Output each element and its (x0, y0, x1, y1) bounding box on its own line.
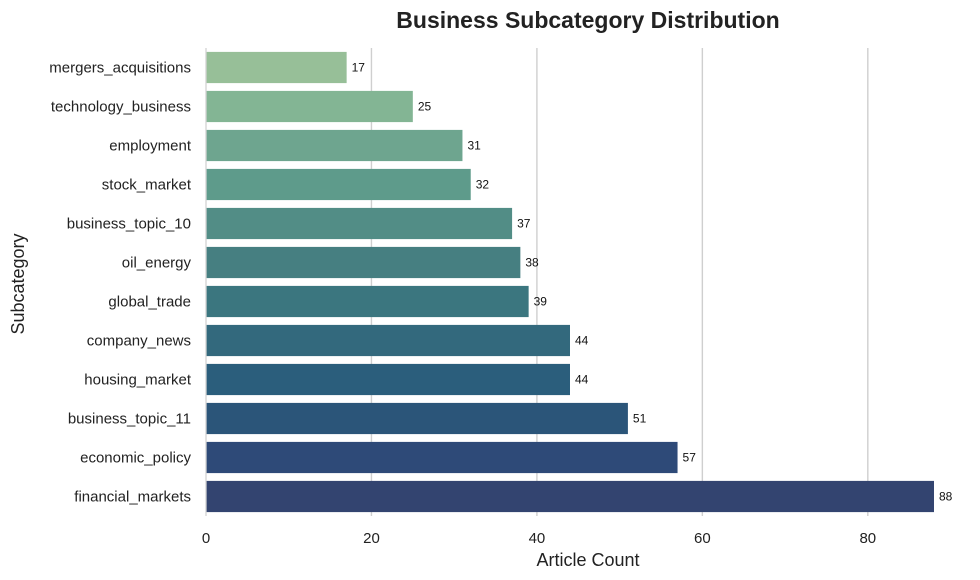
bar-value-label: 88 (939, 490, 953, 504)
x-tick-label: 0 (202, 530, 210, 547)
bar-mergers-acquisitions (206, 51, 347, 84)
bar-global-trade (206, 285, 529, 318)
category-label: economic_policy (80, 450, 191, 467)
bar-value-label: 25 (418, 100, 432, 114)
bar-value-label: 44 (575, 334, 589, 348)
chart-title: Business Subcategory Distribution (396, 7, 779, 33)
bar-technology-business (206, 90, 413, 123)
bar-housing-market (206, 363, 570, 396)
y-axis-label: Subcategory (8, 233, 28, 334)
category-label: mergers_acquisitions (49, 60, 191, 77)
category-label: financial_markets (74, 489, 191, 506)
bar-business-topic-10 (206, 207, 513, 240)
bar-oil-energy (206, 246, 521, 279)
category-label: global_trade (108, 294, 191, 311)
category-label: employment (109, 138, 192, 155)
category-label: housing_market (84, 372, 192, 389)
bar-economic-policy (206, 441, 678, 474)
bar-value-label: 17 (352, 61, 366, 75)
category-label: stock_market (102, 177, 192, 194)
bar-value-label: 39 (534, 295, 548, 309)
x-tick-label: 40 (529, 530, 546, 547)
bar-value-label: 44 (575, 373, 589, 387)
category-label: business_topic_11 (68, 411, 191, 428)
bar-value-label: 31 (467, 139, 481, 153)
bar-financial-markets (206, 480, 934, 513)
category-label: technology_business (51, 99, 191, 116)
category-label: company_news (87, 333, 191, 350)
category-label: oil_energy (122, 255, 192, 272)
bar-business-topic-11 (206, 402, 628, 435)
x-axis-label: Article Count (536, 550, 639, 570)
category-label: business_topic_10 (67, 216, 191, 233)
bar-company-news (206, 324, 570, 357)
x-tick-label: 80 (859, 530, 876, 547)
bar-value-label: 57 (683, 451, 697, 465)
bar-value-label: 37 (517, 217, 531, 231)
bar-value-label: 51 (633, 412, 647, 426)
bar-value-label: 32 (476, 178, 490, 192)
grid-layer (370, 48, 869, 516)
labels-layer: 0 20 40 60 80 mergers_acquisitions 17 technolog… (49, 60, 952, 548)
x-tick-label: 20 (363, 530, 380, 547)
x-tick-label: 60 (694, 530, 711, 547)
bar-value-label: 38 (525, 256, 539, 270)
bars-layer (206, 51, 934, 513)
bar-employment (206, 129, 463, 162)
bar-stock-market (206, 168, 471, 201)
